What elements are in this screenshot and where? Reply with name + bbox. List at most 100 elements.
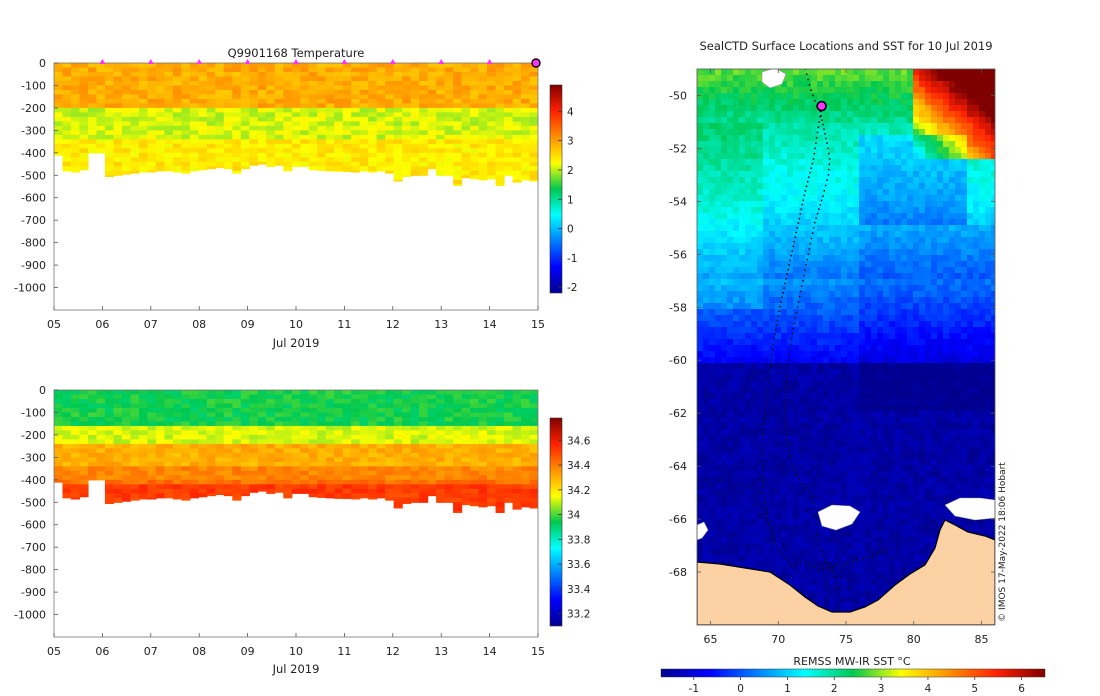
- section-cell: [87, 398, 98, 405]
- section-cell: [130, 67, 140, 73]
- section-cell: [96, 430, 106, 436]
- section-cell: [181, 63, 191, 69]
- section-cell: [79, 116, 89, 122]
- sst-cell: [739, 219, 746, 226]
- section-cell: [283, 89, 293, 96]
- section-cell: [189, 157, 199, 163]
- section-cell: [351, 484, 361, 490]
- y-tick-label: -400: [21, 147, 46, 160]
- section-cell: [266, 80, 276, 87]
- sst-cell: [859, 231, 866, 238]
- section-cell: [402, 448, 412, 454]
- section-cell: [283, 94, 293, 100]
- sst-cell: [931, 255, 938, 262]
- sst-cell: [853, 273, 860, 280]
- section-cell: [172, 107, 182, 113]
- sst-cell: [733, 279, 740, 286]
- sst-cell: [703, 147, 710, 154]
- sst-cell: [913, 237, 920, 244]
- section-cell: [342, 403, 352, 409]
- section-cell: [79, 466, 89, 472]
- section-cell: [249, 488, 259, 493]
- section-cell: [249, 439, 259, 445]
- sst-cell: [787, 81, 794, 88]
- section-cell: [232, 134, 242, 140]
- section-cell: [495, 103, 505, 109]
- section-cell: [54, 448, 64, 454]
- section-cell: [504, 403, 514, 409]
- section-cell: [198, 493, 208, 498]
- section-cell: [113, 157, 123, 163]
- sst-cell: [961, 195, 968, 202]
- section-cell: [470, 85, 480, 91]
- sst-cell: [739, 171, 746, 178]
- sst-cell: [709, 189, 716, 196]
- section-cell: [274, 470, 284, 476]
- section-cell: [79, 148, 89, 154]
- colorbar-tick-label: 33.2: [567, 609, 590, 621]
- section-cell: [198, 121, 208, 127]
- sst-cell: [901, 195, 908, 202]
- section-cell: [104, 470, 115, 476]
- sst-cell: [811, 147, 818, 154]
- sst-cell: [877, 261, 884, 268]
- sst-cell: [769, 279, 776, 286]
- section-cell: [79, 157, 89, 163]
- section-cell: [325, 161, 335, 167]
- section-cell: [351, 443, 361, 449]
- section-cell: [504, 412, 514, 418]
- sst-cell: [991, 243, 995, 250]
- section-cell: [249, 484, 259, 490]
- sst-cell: [769, 249, 776, 256]
- section-cell: [478, 94, 488, 100]
- sst-cell: [727, 81, 734, 88]
- section-cell: [54, 421, 64, 427]
- section-cell: [181, 80, 191, 87]
- sst-cell: [751, 243, 758, 250]
- sst-cell: [973, 129, 980, 136]
- sst-cell: [781, 255, 788, 262]
- sst-cell: [763, 261, 770, 268]
- section-cell: [257, 85, 267, 91]
- sst-cell: [697, 243, 704, 250]
- section-cell: [478, 425, 488, 432]
- sst-cell: [799, 237, 806, 244]
- sst-cell: [769, 129, 776, 136]
- section-cell: [249, 390, 259, 396]
- sst-cell: [955, 249, 962, 256]
- section-cell: [444, 443, 454, 449]
- section-cell: [325, 143, 335, 149]
- section-cell: [70, 421, 81, 427]
- sst-cell: [763, 165, 770, 172]
- sst-cell: [841, 165, 848, 172]
- sst-cell: [913, 255, 920, 262]
- section-cell: [444, 148, 454, 154]
- sst-cell: [961, 267, 968, 274]
- sst-cell: [721, 243, 728, 250]
- section-cell: [359, 89, 369, 96]
- sst-cell: [829, 195, 836, 202]
- sst-cell: [865, 171, 872, 178]
- section-cell: [487, 412, 497, 418]
- y-tick-label: 0: [39, 384, 46, 397]
- section-cell: [87, 89, 98, 96]
- section-cell: [385, 89, 395, 96]
- section-cell: [130, 394, 140, 400]
- sst-cell: [739, 243, 746, 250]
- sst-cell: [745, 291, 752, 298]
- section-cell: [376, 488, 386, 494]
- section-cell: [342, 425, 352, 432]
- sst-cell: [769, 111, 776, 118]
- sst-cell: [751, 279, 758, 286]
- section-cell: [470, 412, 480, 418]
- section-cell: [130, 416, 140, 423]
- sst-cell: [841, 267, 848, 274]
- section-cell: [521, 80, 531, 87]
- sst-cell: [907, 147, 914, 154]
- sst-cell: [769, 183, 776, 190]
- section-cell: [376, 107, 386, 113]
- section-cell: [385, 493, 395, 499]
- section-cell: [385, 484, 395, 490]
- section-cell: [164, 166, 174, 172]
